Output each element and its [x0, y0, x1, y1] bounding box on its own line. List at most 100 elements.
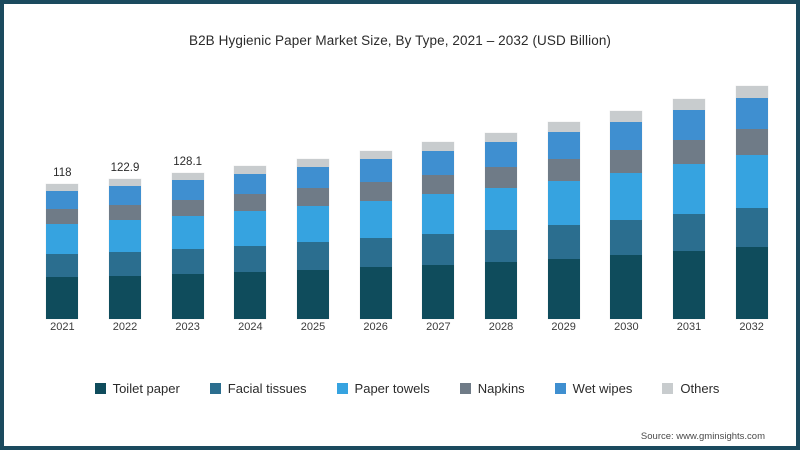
legend-item[interactable]: Napkins: [459, 381, 525, 396]
bar-segment[interactable]: [297, 242, 329, 270]
bar-segment[interactable]: [171, 172, 204, 180]
bar-segment[interactable]: [234, 245, 267, 272]
bar-segment[interactable]: [109, 220, 141, 252]
bar-segment[interactable]: [234, 173, 267, 195]
bar-segment[interactable]: [547, 258, 580, 319]
bar-segment[interactable]: [422, 234, 455, 265]
bar-segment[interactable]: [109, 251, 141, 276]
bar-segment[interactable]: [673, 110, 705, 141]
bar-segment[interactable]: [422, 194, 455, 235]
bar-segment[interactable]: [547, 180, 580, 226]
bar-segment[interactable]: [735, 155, 768, 208]
bar-group[interactable]: 128.1: [171, 156, 204, 319]
bar-segment[interactable]: [297, 188, 329, 207]
bar-stack: [234, 165, 267, 319]
bar-segment[interactable]: [359, 267, 392, 319]
bar-segment[interactable]: [171, 273, 204, 319]
bar-segment[interactable]: [673, 140, 705, 165]
bar-segment[interactable]: [735, 97, 768, 130]
bar-segment[interactable]: [610, 121, 643, 150]
bar-segment[interactable]: [610, 149, 643, 173]
bar-segment[interactable]: [547, 132, 580, 160]
bar-segment[interactable]: [673, 251, 705, 319]
bar-segment[interactable]: [610, 111, 643, 122]
bar-segment[interactable]: [109, 178, 141, 186]
bar-segment[interactable]: [359, 159, 392, 182]
bar-segment[interactable]: [109, 185, 141, 205]
bar-segment[interactable]: [171, 199, 204, 216]
bar-segment[interactable]: [234, 165, 267, 174]
bar-segment[interactable]: [610, 172, 643, 220]
bar-segment[interactable]: [610, 255, 643, 319]
bar-segment[interactable]: [46, 184, 79, 192]
bar-segment[interactable]: [485, 187, 517, 230]
bar-stack: [735, 86, 768, 319]
bar-segment[interactable]: [422, 174, 455, 195]
bar-segment[interactable]: [297, 269, 329, 319]
bar-segment[interactable]: [673, 99, 705, 111]
legend-item-label: Paper towels: [354, 381, 430, 396]
bar-segment[interactable]: [673, 164, 705, 214]
x-axis-tick-label: 2025: [300, 321, 326, 333]
bar-segment[interactable]: [610, 219, 643, 256]
page-title: B2B Hygienic Paper Market Size, By Type,…: [188, 33, 612, 48]
bar-segment[interactable]: [109, 275, 141, 319]
legend-item[interactable]: Facial tissues: [209, 381, 307, 396]
bar-segment[interactable]: [485, 167, 517, 188]
bar-segment[interactable]: [171, 179, 204, 200]
bar-segment[interactable]: [735, 247, 768, 319]
bar-segment[interactable]: [234, 211, 267, 246]
bar-segment[interactable]: [422, 150, 455, 175]
bar-group[interactable]: [234, 165, 267, 319]
bar-segment[interactable]: [359, 200, 392, 239]
bar-segment[interactable]: [234, 194, 267, 212]
legend-item-label: Napkins: [477, 381, 525, 396]
bar-group[interactable]: [297, 158, 329, 319]
bar-segment[interactable]: [547, 122, 580, 133]
legend-item[interactable]: Toilet paper: [94, 381, 180, 396]
bar-group[interactable]: 118: [46, 167, 79, 319]
bar-segment[interactable]: [673, 214, 705, 252]
bar-segment[interactable]: [735, 86, 768, 98]
bar-group[interactable]: [673, 99, 705, 319]
bar-segment[interactable]: [171, 248, 204, 274]
bar-segment[interactable]: [297, 166, 329, 189]
bar-segment[interactable]: [422, 264, 455, 319]
bar-segment[interactable]: [547, 159, 580, 181]
bar-stack: [547, 122, 580, 319]
bar-group[interactable]: [485, 132, 517, 319]
bar-segment[interactable]: [359, 181, 392, 201]
bar-segment[interactable]: [297, 158, 329, 167]
bar-segment[interactable]: [109, 204, 141, 221]
bar-segment[interactable]: [359, 150, 392, 160]
bar-segment[interactable]: [46, 277, 79, 319]
bar-segment[interactable]: [735, 129, 768, 156]
x-axis-tick-label: 2028: [488, 321, 514, 333]
bar-segment[interactable]: [171, 215, 204, 249]
bar-group[interactable]: 122.9: [109, 162, 141, 319]
bar-segment[interactable]: [46, 191, 79, 210]
bar-group[interactable]: [422, 142, 455, 319]
bar-segment[interactable]: [485, 261, 517, 319]
bar-group[interactable]: [610, 111, 643, 319]
bar-group[interactable]: [735, 86, 768, 319]
legend-item[interactable]: Paper towels: [336, 381, 430, 396]
x-axis-tick-label: 2032: [739, 321, 764, 333]
bar-segment[interactable]: [359, 238, 392, 268]
bar-segment[interactable]: [485, 229, 517, 262]
bar-group[interactable]: [547, 122, 580, 319]
legend-item[interactable]: Wet wipes: [554, 381, 632, 396]
bar-segment[interactable]: [234, 271, 267, 319]
bar-segment[interactable]: [547, 225, 580, 259]
plot-area: 118 122.9 128.1: [31, 79, 783, 319]
bar-segment[interactable]: [46, 209, 79, 225]
bar-segment[interactable]: [735, 207, 768, 248]
bar-segment[interactable]: [422, 142, 455, 151]
bar-segment[interactable]: [485, 132, 517, 142]
bar-segment[interactable]: [485, 141, 517, 168]
bar-segment[interactable]: [297, 206, 329, 243]
bar-group[interactable]: [359, 150, 392, 319]
bar-segment[interactable]: [46, 224, 79, 255]
bar-segment[interactable]: [46, 254, 79, 278]
legend-item[interactable]: Others: [662, 381, 719, 396]
